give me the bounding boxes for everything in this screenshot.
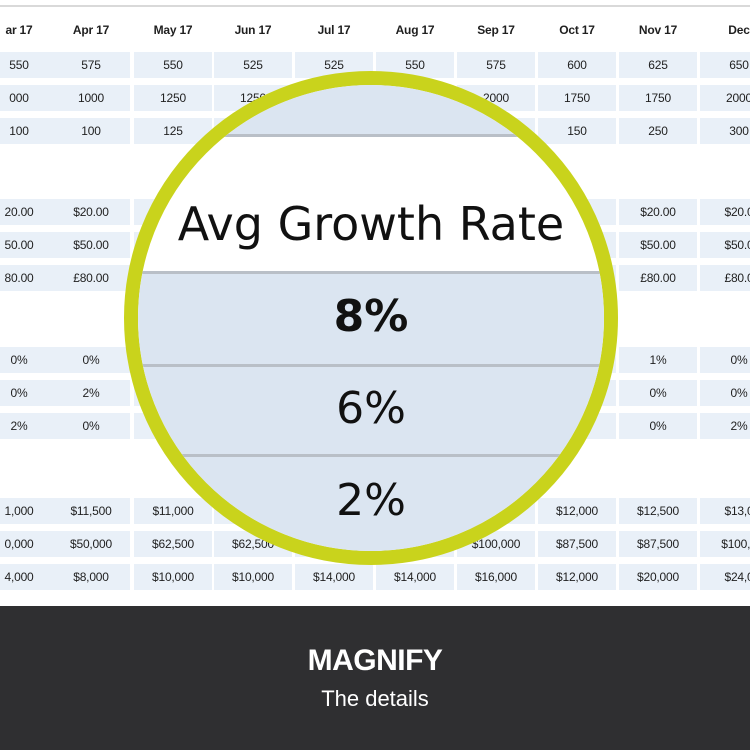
magnifier-lens: Avg Growth Rate 8% 6% 2% [124, 71, 618, 565]
table-cell: 0% [700, 380, 750, 406]
column-header: Sep 17 [477, 23, 515, 37]
column-header: Oct 17 [559, 23, 595, 37]
table-cell: 575 [457, 52, 535, 78]
lens-heading: Avg Growth Rate [177, 197, 565, 251]
table-cell: £80.00 [52, 265, 130, 291]
table-cell: 80.00 [0, 265, 58, 291]
table-cell: 550 [376, 52, 454, 78]
table-cell: $20.0 [700, 199, 750, 225]
table-cell: 650 [700, 52, 750, 78]
lens-divider [138, 364, 604, 367]
table-cell: 0% [52, 413, 130, 439]
table-cell: 550 [0, 52, 58, 78]
lens-top-band [138, 85, 604, 135]
table-cell: 525 [214, 52, 292, 78]
table-cell: 100 [0, 118, 58, 144]
table-cell: 4,000 [0, 564, 58, 590]
table-cell: 0% [0, 380, 58, 406]
table-cell: $11,500 [52, 498, 130, 524]
table-cell: $87,500 [619, 531, 697, 557]
table-cell: 600 [538, 52, 616, 78]
table-cell: 50.00 [0, 232, 58, 258]
table-cell: 000 [0, 85, 58, 111]
column-header: Dec [728, 23, 750, 37]
lens-value-1: 8% [333, 291, 409, 342]
table-cell: 1000 [52, 85, 130, 111]
table-cell: $12,000 [538, 564, 616, 590]
table-cell: $20.00 [52, 199, 130, 225]
table-cell: $8,000 [52, 564, 130, 590]
column-header: Apr 17 [72, 23, 110, 37]
table-cell: $50.00 [52, 232, 130, 258]
table-cell: $10,000 [134, 564, 212, 590]
table-cell: $100,0 [700, 531, 750, 557]
table-cell: 625 [619, 52, 697, 78]
table-cell: 0% [619, 413, 697, 439]
lens-value-band [138, 367, 604, 455]
table-cell: $50,000 [52, 531, 130, 557]
table-cell: $20,000 [619, 564, 697, 590]
table-cell: $50.00 [619, 232, 697, 258]
column-header: May 17 [153, 23, 193, 37]
table-cell: 250 [619, 118, 697, 144]
table-cell: 2% [700, 413, 750, 439]
lens-value-3: 2% [336, 475, 406, 526]
table-cell: 1% [619, 347, 697, 373]
table-cell: 1750 [619, 85, 697, 111]
column-header: Jun 17 [234, 23, 272, 37]
table-cell: $12,500 [619, 498, 697, 524]
table-cell: 300 [700, 118, 750, 144]
column-header: ar 17 [5, 23, 33, 37]
banner-subtitle: The details [321, 686, 429, 711]
lens-value-band [138, 274, 604, 364]
lens-value-band [138, 457, 604, 551]
table-cell: 0% [0, 347, 58, 373]
table-cell: 2% [52, 380, 130, 406]
table-cell: $14,000 [376, 564, 454, 590]
table-cell: 0% [700, 347, 750, 373]
table-cell: 2% [0, 413, 58, 439]
table-cell: 20.00 [0, 199, 58, 225]
table-cell: 0% [619, 380, 697, 406]
table-cell: £80.0 [700, 265, 750, 291]
table-cell: 100 [52, 118, 130, 144]
table-cell: $10,000 [214, 564, 292, 590]
table-cell: 1,000 [0, 498, 58, 524]
column-header: Nov 17 [638, 23, 678, 37]
table-cell: $20.00 [619, 199, 697, 225]
column-header: Aug 17 [395, 23, 435, 37]
table-cell: $14,000 [295, 564, 373, 590]
lens-value-2: 6% [336, 383, 406, 434]
table-cell: $16,000 [457, 564, 535, 590]
table-cell: $13,0 [700, 498, 750, 524]
banner-title: MAGNIFY [307, 644, 443, 677]
table-cell: 0,000 [0, 531, 58, 557]
feature-banner: MAGNIFY The details [0, 606, 750, 750]
table-cell: 550 [134, 52, 212, 78]
table-cell: $50.0 [700, 232, 750, 258]
table-cell: $24,0 [700, 564, 750, 590]
lens-divider [138, 134, 604, 137]
table-cell: 0% [52, 347, 130, 373]
top-divider [0, 5, 750, 7]
table-cell: 575 [52, 52, 130, 78]
lens-divider [138, 454, 604, 457]
column-header: Jul 17 [317, 23, 351, 37]
lens-divider [138, 271, 604, 274]
table-cell: £80.00 [619, 265, 697, 291]
table-cell: 2000 [700, 85, 750, 111]
